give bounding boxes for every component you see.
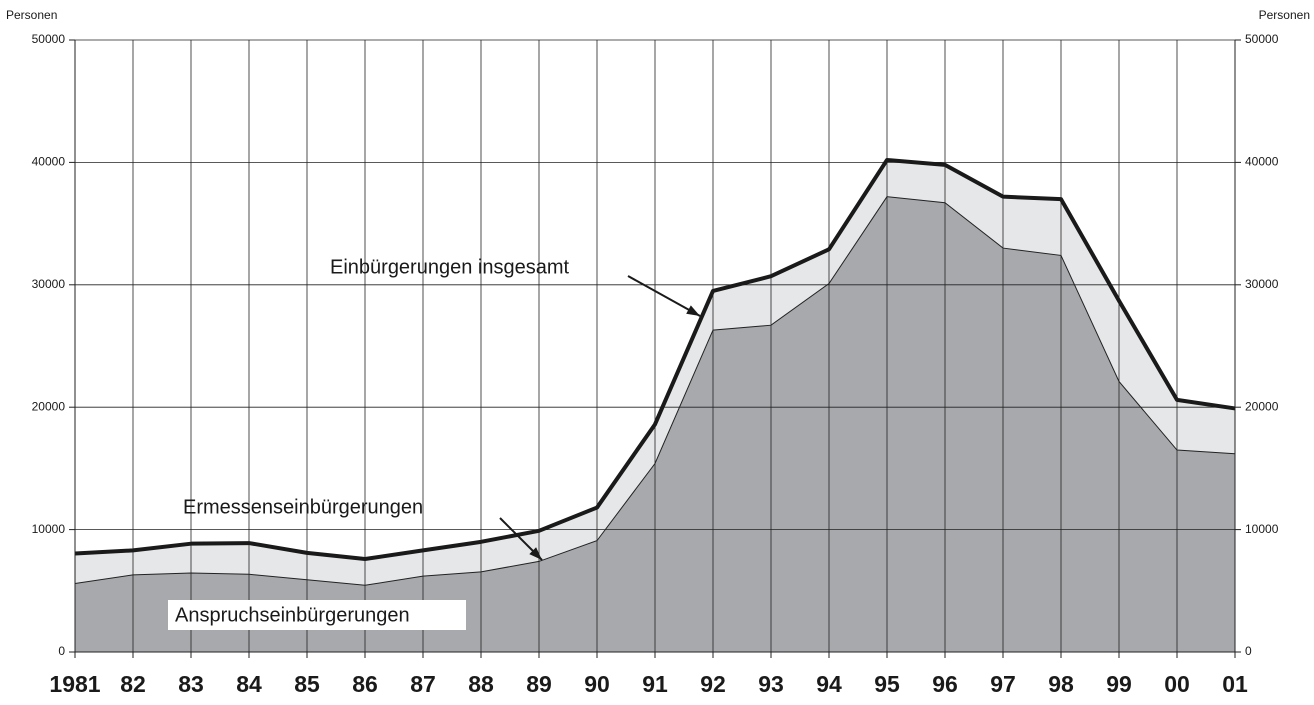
y-tick-label: 20000 — [32, 399, 66, 413]
y2-axis-label: Personen — [1259, 8, 1310, 22]
x-tick-label: 85 — [294, 671, 320, 697]
x-tick-label: 89 — [526, 671, 552, 697]
x-tick-label: 97 — [990, 671, 1016, 697]
annotation: Einbürgerungen insgesamt — [330, 256, 569, 278]
y2-tick-label: 20000 — [1245, 399, 1279, 413]
y2-tick-label: 10000 — [1245, 522, 1279, 536]
x-tick-label: 1981 — [49, 671, 100, 697]
arrow — [627, 275, 701, 317]
y-tick-label: 30000 — [32, 277, 66, 291]
x-tick-label: 83 — [178, 671, 204, 697]
y-tick-label: 50000 — [32, 32, 66, 46]
x-tick-label: 01 — [1222, 671, 1248, 697]
y-tick-label: 10000 — [32, 522, 66, 536]
y-axis-label: Personen — [6, 8, 57, 22]
x-tick-label: 00 — [1164, 671, 1190, 697]
label-box — [168, 600, 466, 630]
annotation: Anspruchseinbürgerungen — [175, 604, 410, 626]
y2-tick-label: 40000 — [1245, 155, 1279, 169]
x-tick-label: 94 — [816, 671, 842, 697]
y2-tick-label: 50000 — [1245, 32, 1279, 46]
x-tick-label: 90 — [584, 671, 610, 697]
x-tick-label: 99 — [1106, 671, 1132, 697]
y2-tick-label: 30000 — [1245, 277, 1279, 291]
arrow-head — [686, 305, 700, 316]
x-tick-label: 93 — [758, 671, 784, 697]
total-line — [74, 157, 1236, 561]
x-tick-label: 84 — [236, 671, 262, 697]
annotation: Ermessenseinbürgerungen — [183, 496, 423, 518]
x-tick-label: 91 — [642, 671, 668, 697]
x-tick-label: 98 — [1048, 671, 1074, 697]
x-tick-label: 95 — [874, 671, 900, 697]
x-tick-label: 96 — [932, 671, 958, 697]
y-tick-label: 0 — [58, 644, 65, 658]
y2-tick-label: 0 — [1245, 644, 1252, 658]
x-tick-label: 88 — [468, 671, 494, 697]
y-tick-label: 40000 — [32, 155, 66, 169]
x-tick-label: 82 — [120, 671, 146, 697]
x-tick-label: 86 — [352, 671, 378, 697]
arrow-head — [529, 547, 542, 560]
area-edge — [74, 196, 1236, 586]
x-tick-label: 87 — [410, 671, 436, 697]
x-tick-label: 92 — [700, 671, 726, 697]
